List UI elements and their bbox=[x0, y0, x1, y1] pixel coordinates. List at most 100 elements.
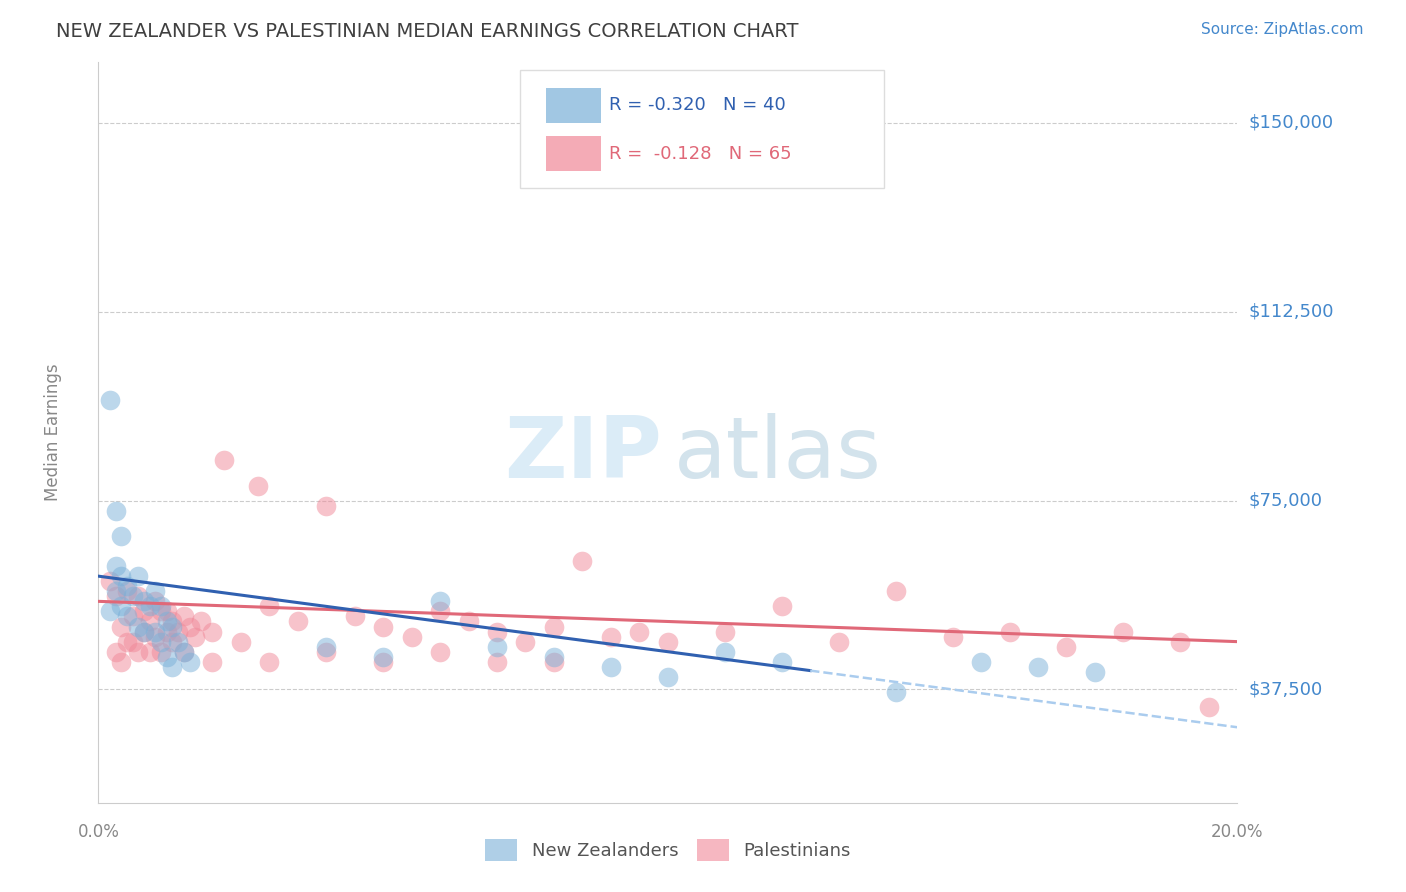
Point bbox=[657, 634, 679, 648]
Point bbox=[401, 630, 423, 644]
Point bbox=[156, 615, 179, 629]
Point bbox=[104, 645, 127, 659]
Point bbox=[150, 604, 173, 618]
Point bbox=[145, 624, 167, 639]
Point bbox=[1170, 634, 1192, 648]
Point bbox=[167, 624, 190, 639]
Text: $75,000: $75,000 bbox=[1249, 491, 1323, 509]
Point bbox=[190, 615, 212, 629]
Point bbox=[1198, 700, 1220, 714]
Point bbox=[150, 599, 173, 614]
Point bbox=[167, 634, 190, 648]
Point bbox=[98, 392, 121, 407]
Point bbox=[132, 624, 155, 639]
Point bbox=[429, 594, 451, 608]
FancyBboxPatch shape bbox=[546, 87, 600, 123]
Point bbox=[486, 655, 509, 669]
Point bbox=[315, 645, 337, 659]
Point bbox=[150, 634, 173, 648]
Text: $112,500: $112,500 bbox=[1249, 302, 1334, 321]
Point bbox=[1112, 624, 1135, 639]
Point bbox=[884, 685, 907, 699]
Point bbox=[571, 554, 593, 568]
Legend: New Zealanders, Palestinians: New Zealanders, Palestinians bbox=[478, 831, 858, 868]
Point bbox=[145, 630, 167, 644]
Point bbox=[515, 634, 537, 648]
Point bbox=[628, 624, 651, 639]
Text: 20.0%: 20.0% bbox=[1211, 823, 1264, 841]
Point bbox=[98, 604, 121, 618]
Point bbox=[162, 660, 184, 674]
Point bbox=[132, 594, 155, 608]
Point bbox=[246, 478, 269, 492]
Point bbox=[184, 630, 207, 644]
Point bbox=[127, 619, 149, 633]
Point bbox=[127, 569, 149, 583]
Point bbox=[179, 655, 201, 669]
Point bbox=[132, 624, 155, 639]
Text: R = -0.320   N = 40: R = -0.320 N = 40 bbox=[609, 96, 786, 114]
Point bbox=[1056, 640, 1078, 654]
Point bbox=[179, 619, 201, 633]
Text: 0.0%: 0.0% bbox=[77, 823, 120, 841]
Point bbox=[657, 670, 679, 684]
Point bbox=[173, 645, 195, 659]
Point bbox=[343, 609, 366, 624]
Text: atlas: atlas bbox=[673, 413, 882, 496]
Point bbox=[115, 579, 138, 593]
Point bbox=[104, 559, 127, 574]
Point bbox=[121, 634, 143, 648]
Point bbox=[600, 630, 623, 644]
Point bbox=[162, 619, 184, 633]
Point bbox=[486, 640, 509, 654]
Point bbox=[998, 624, 1021, 639]
Point bbox=[287, 615, 309, 629]
Point bbox=[138, 615, 160, 629]
Text: Median Earnings: Median Earnings bbox=[44, 364, 62, 501]
Point bbox=[828, 634, 851, 648]
FancyBboxPatch shape bbox=[520, 70, 884, 188]
Point bbox=[145, 584, 167, 599]
Point bbox=[1084, 665, 1107, 679]
Point bbox=[212, 453, 235, 467]
Point bbox=[373, 655, 395, 669]
Point bbox=[115, 634, 138, 648]
Point bbox=[121, 609, 143, 624]
Point bbox=[543, 655, 565, 669]
Point bbox=[229, 634, 252, 648]
Point bbox=[970, 655, 993, 669]
Point bbox=[884, 584, 907, 599]
Point bbox=[121, 590, 143, 604]
Point bbox=[150, 645, 173, 659]
Point bbox=[156, 624, 179, 639]
Point bbox=[138, 599, 160, 614]
Text: Source: ZipAtlas.com: Source: ZipAtlas.com bbox=[1201, 22, 1364, 37]
Text: NEW ZEALANDER VS PALESTINIAN MEDIAN EARNINGS CORRELATION CHART: NEW ZEALANDER VS PALESTINIAN MEDIAN EARN… bbox=[56, 22, 799, 41]
Point bbox=[486, 624, 509, 639]
Point bbox=[543, 619, 565, 633]
Point bbox=[543, 649, 565, 664]
Point bbox=[600, 660, 623, 674]
Point bbox=[457, 615, 479, 629]
Point bbox=[259, 599, 281, 614]
Point bbox=[173, 609, 195, 624]
Point bbox=[115, 609, 138, 624]
Text: $150,000: $150,000 bbox=[1249, 114, 1333, 132]
Point bbox=[127, 645, 149, 659]
FancyBboxPatch shape bbox=[546, 136, 600, 171]
Point bbox=[156, 649, 179, 664]
Point bbox=[315, 499, 337, 513]
Point bbox=[110, 599, 132, 614]
Point bbox=[714, 624, 737, 639]
Point bbox=[145, 594, 167, 608]
Point bbox=[942, 630, 965, 644]
Point bbox=[156, 604, 179, 618]
Point bbox=[115, 584, 138, 599]
Point bbox=[162, 615, 184, 629]
Point bbox=[373, 649, 395, 664]
Point bbox=[770, 599, 793, 614]
Text: ZIP: ZIP bbox=[505, 413, 662, 496]
Point bbox=[110, 619, 132, 633]
Point bbox=[104, 590, 127, 604]
Point bbox=[98, 574, 121, 589]
